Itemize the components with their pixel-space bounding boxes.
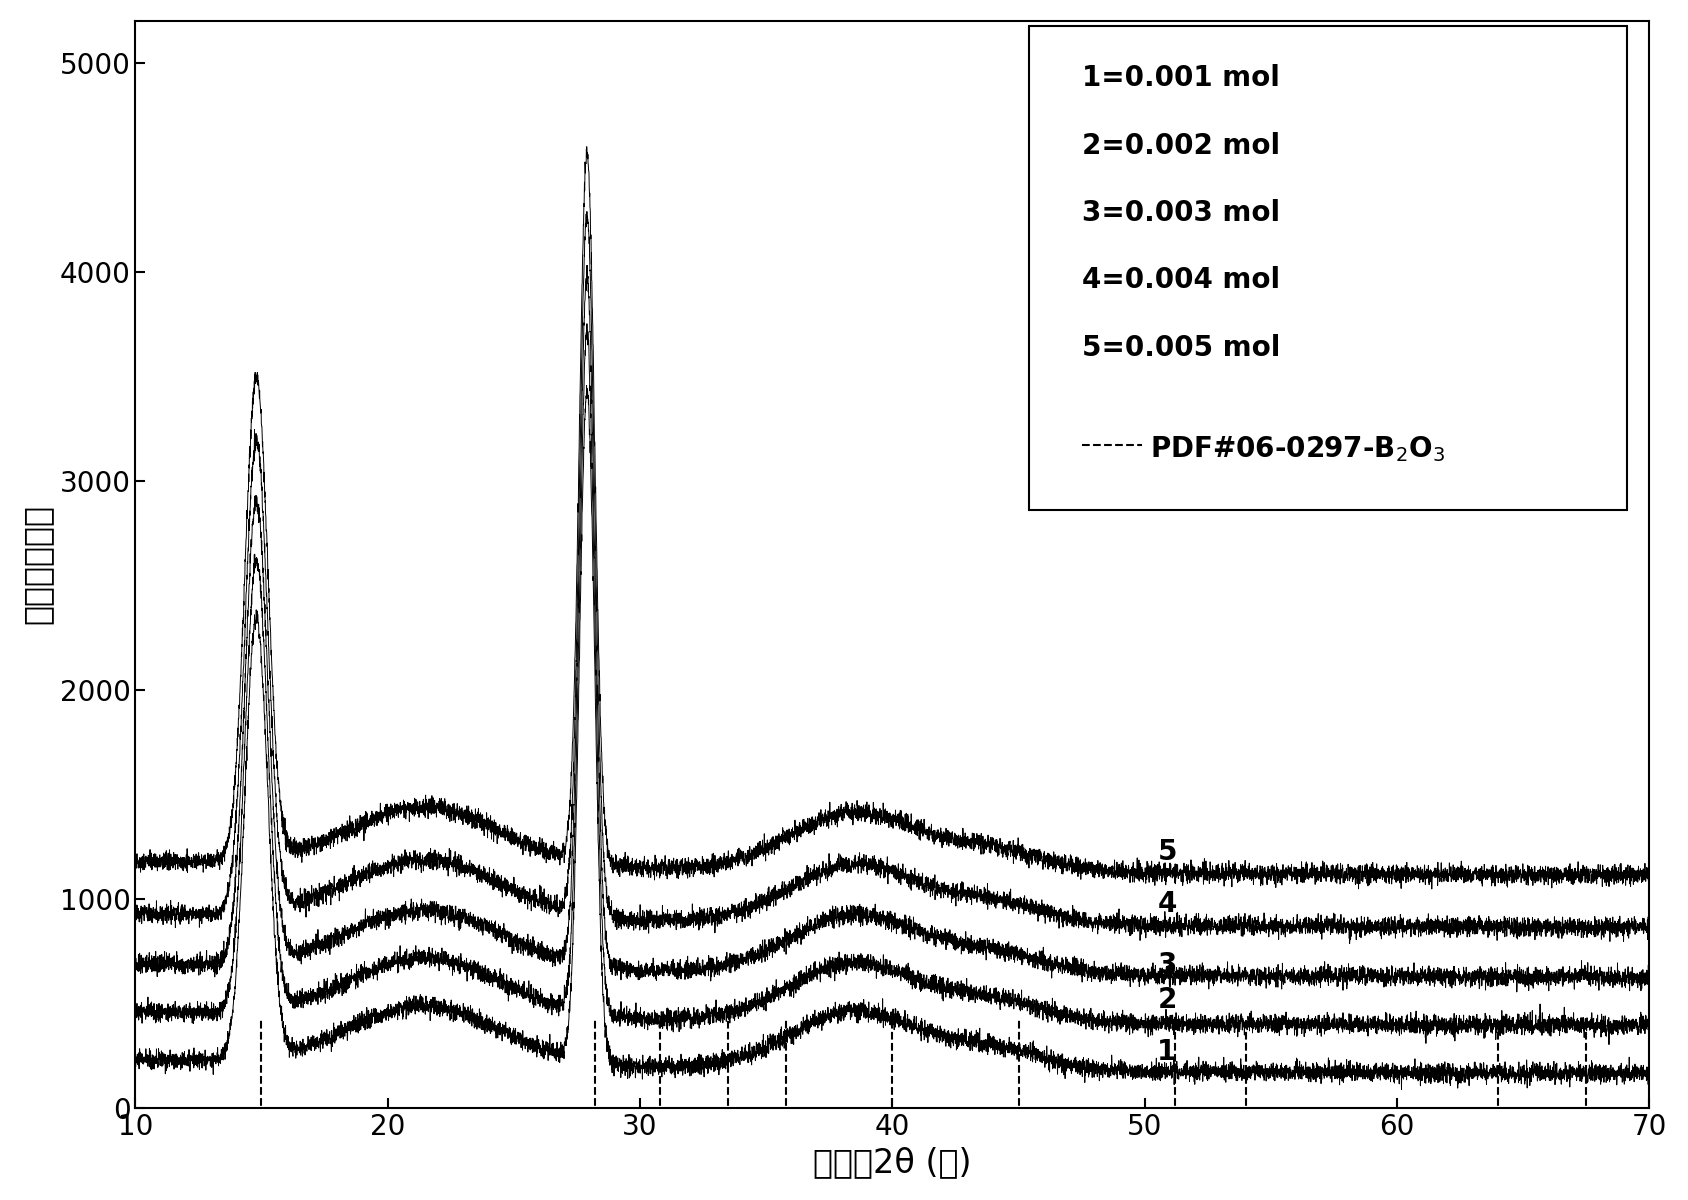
Text: 2=0.002 mol: 2=0.002 mol xyxy=(1082,132,1280,160)
Text: 4=0.004 mol: 4=0.004 mol xyxy=(1082,266,1280,294)
Text: 5: 5 xyxy=(1158,838,1177,866)
Text: PDF#06-0297-B$_2$O$_3$: PDF#06-0297-B$_2$O$_3$ xyxy=(1150,434,1445,463)
Text: 3: 3 xyxy=(1158,950,1177,979)
X-axis label: 入射角2θ (度): 入射角2θ (度) xyxy=(814,1146,972,1180)
Text: 2: 2 xyxy=(1158,986,1177,1014)
Text: 5=0.005 mol: 5=0.005 mol xyxy=(1082,334,1280,362)
Text: 1=0.001 mol: 1=0.001 mol xyxy=(1082,65,1280,92)
Text: 3=0.003 mol: 3=0.003 mol xyxy=(1082,199,1280,227)
Text: 4: 4 xyxy=(1158,890,1177,918)
Text: 1: 1 xyxy=(1158,1038,1177,1066)
FancyBboxPatch shape xyxy=(1028,26,1627,510)
Y-axis label: 强度（计数）: 强度（计数） xyxy=(20,504,54,624)
